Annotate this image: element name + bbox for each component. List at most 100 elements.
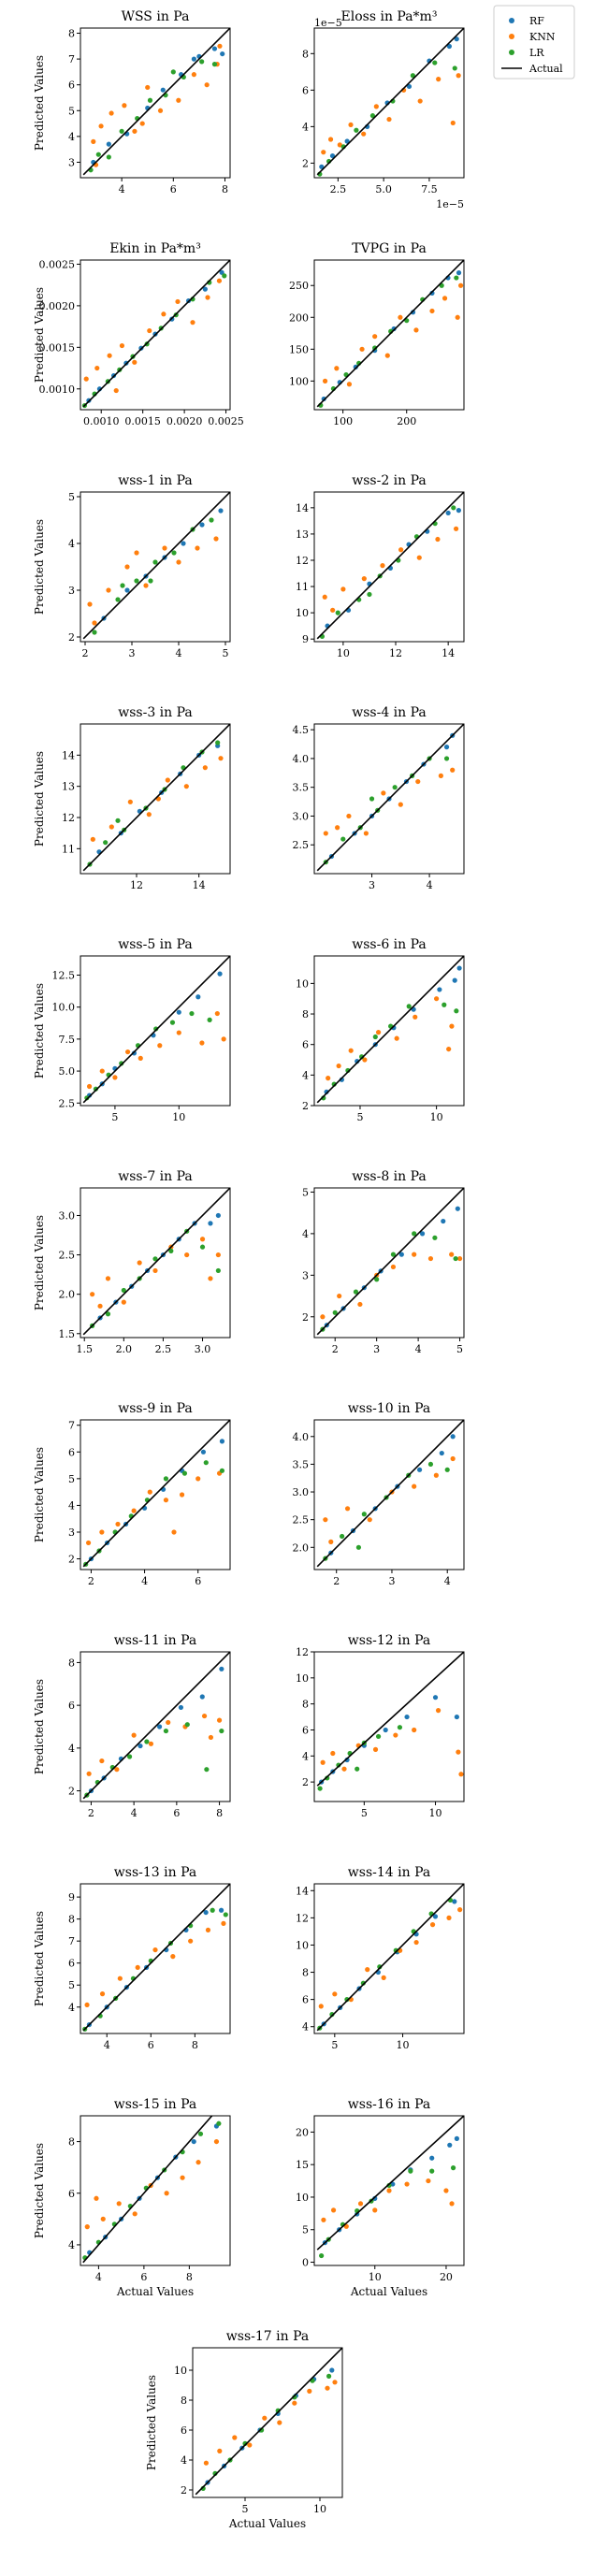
legend-label: RF [529, 15, 544, 27]
axes-frame [80, 723, 231, 875]
marks [316, 1884, 464, 2032]
y-tick-label: 4 [302, 2021, 309, 2033]
point-rf [181, 541, 186, 546]
y-tick-label: 2 [68, 1554, 75, 1566]
point-knn [98, 123, 104, 129]
y-tick-label: 4.0 [293, 753, 310, 765]
y-tick-label: 14 [296, 1885, 309, 1897]
point-knn [170, 1954, 176, 1960]
y-tick-label: 6 [68, 2188, 75, 2200]
y-tick-label: 2.0 [293, 1541, 310, 1554]
series-knn [90, 1237, 221, 1309]
x-tick-label: 3 [369, 879, 375, 891]
series-knn [326, 996, 455, 1081]
point-lr [397, 1725, 403, 1730]
point-knn [121, 1299, 126, 1305]
point-knn [232, 2435, 238, 2440]
point-lr [168, 1248, 174, 1253]
x-tick-label: 4 [95, 2271, 102, 2283]
point-rf [383, 1727, 388, 1733]
y-tick-label: 8 [302, 1008, 309, 1020]
point-lr [115, 597, 121, 602]
point-knn [109, 110, 114, 116]
series-rf [321, 270, 462, 402]
point-knn [363, 831, 369, 836]
point-knn [84, 2224, 90, 2230]
point-knn [202, 765, 208, 771]
subplot-19: wss-15 in Pa 4 6 8 4 6 8 Predicted Values Actual… [33, 2097, 231, 2298]
subplot-title: TVPG in Pa [352, 241, 427, 256]
y-tick-label: 6 [302, 1724, 309, 1736]
x-tick-label: 4 [176, 647, 182, 659]
point-knn [135, 1964, 140, 1971]
point-rf [455, 1206, 460, 1211]
point-lr [211, 62, 218, 67]
subplot-title: Ekin in Pa*m³ [109, 241, 201, 256]
point-knn [92, 620, 97, 626]
series-rf [86, 1907, 224, 2028]
point-knn [456, 73, 461, 79]
x-tick-label: 4 [415, 1343, 422, 1355]
series-knn [86, 1010, 226, 1090]
point-knn [416, 555, 422, 560]
y-tick-label: 6 [68, 1700, 75, 1712]
point-knn [208, 1276, 213, 1281]
point-rf [219, 1666, 224, 1672]
point-knn [435, 536, 441, 543]
series-knn [203, 2380, 338, 2466]
point-knn [446, 1915, 452, 1920]
point-knn [161, 311, 166, 317]
y-axis-label: Predicted Values [145, 2375, 158, 2470]
point-knn [91, 138, 96, 144]
x-tick-label: 6 [195, 1575, 201, 1587]
point-lr [152, 1256, 158, 1262]
subplot-title: wss-2 in Pa [352, 473, 427, 488]
point-knn [336, 1063, 341, 1069]
axes-frame [313, 1419, 465, 1570]
point-lr [153, 1026, 159, 1032]
y-tick-label: 13 [296, 528, 309, 541]
point-lr [325, 1775, 330, 1781]
point-knn [216, 278, 223, 283]
x-tick-label: 8 [222, 183, 228, 195]
point-rf [202, 286, 208, 292]
subplot-14: wss-10 in Pa 2 3 4 2.0 2.5 3.0 3.5 4.0 [293, 1401, 465, 1587]
point-lr [361, 1512, 367, 1517]
y-tick-label: 250 [289, 280, 309, 292]
subplot-title: wss-8 in Pa [352, 1169, 427, 1184]
y-tick-label: 100 [289, 375, 309, 387]
y-tick-label: 4 [302, 121, 309, 133]
point-knn [384, 353, 390, 358]
subplot-title: wss-6 in Pa [352, 937, 427, 952]
axes-frame [80, 1883, 231, 2034]
axes-frame [80, 27, 231, 179]
x-tick-label: 2.5 [330, 183, 347, 195]
point-lr [148, 578, 153, 584]
actual-line [195, 2348, 342, 2496]
marks [316, 492, 464, 640]
point-lr [223, 1912, 228, 1918]
point-knn [435, 1708, 442, 1714]
point-knn [165, 777, 170, 783]
x-tick-label: 10 [172, 1111, 185, 1123]
point-knn [457, 1907, 463, 1913]
series-lr [83, 1460, 225, 1567]
point-knn [124, 564, 130, 570]
y-tick-label: 3.0 [293, 810, 310, 822]
series-lr [88, 59, 218, 173]
point-knn [357, 1301, 363, 1308]
point-knn [162, 545, 167, 551]
point-knn [157, 1043, 163, 1049]
y-tick-label: 5 [68, 491, 75, 503]
series-lr [323, 1461, 450, 1561]
y-tick-label: 4.5 [293, 724, 310, 736]
point-knn [398, 547, 404, 553]
actual-line [316, 1652, 464, 1787]
x-tick-label: 0.0025 [208, 415, 244, 427]
marks [82, 1188, 230, 1336]
marks [195, 2348, 342, 2496]
axes-frame [192, 2347, 343, 2498]
point-knn [450, 1455, 456, 1462]
actual-line [82, 2116, 213, 2264]
point-rf [178, 1704, 184, 1711]
